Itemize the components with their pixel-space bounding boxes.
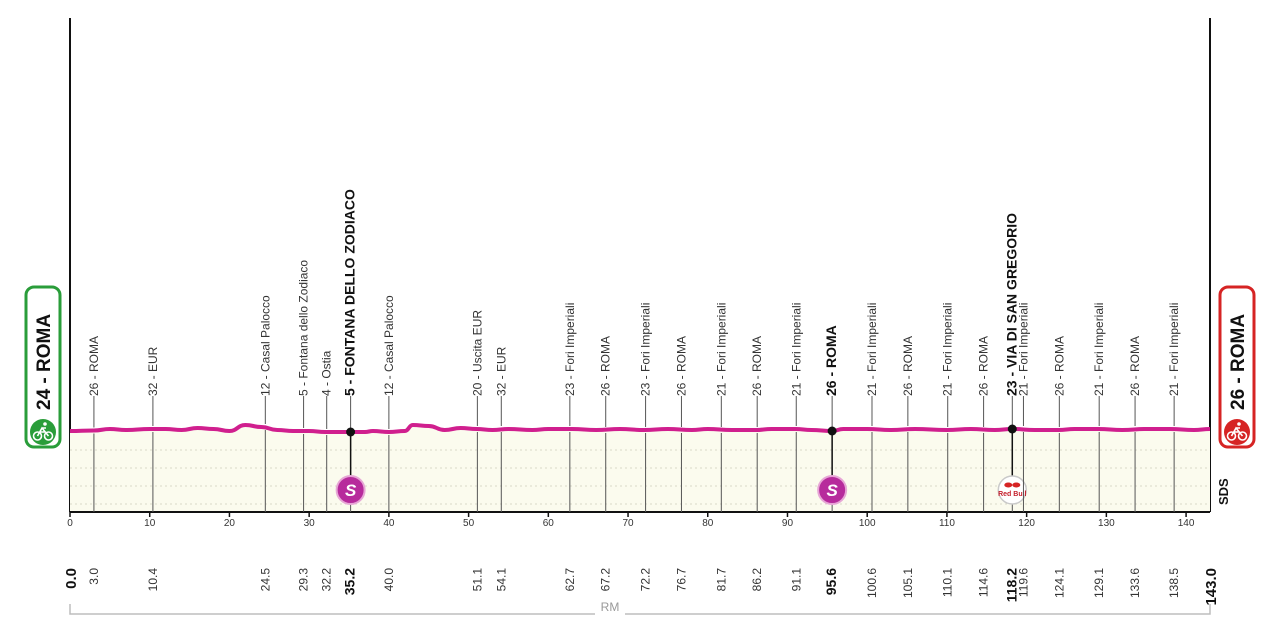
- waypoint-km-label: 35.2: [342, 568, 358, 595]
- waypoint-km-label: 110.1: [941, 568, 955, 597]
- start-km-label: 0.0: [63, 568, 80, 589]
- waypoint-km-label: 40.0: [382, 568, 396, 592]
- waypoint-km-label: 105.1: [901, 568, 915, 598]
- axis-tick-label: 140: [1178, 518, 1195, 529]
- waypoint-km-label: 95.6: [823, 568, 839, 595]
- waypoint-name-label: 5 - Fontana dello Zodiaco: [297, 260, 311, 396]
- waypoint-name-label: 4 - Ostia: [320, 350, 334, 396]
- waypoint-km-label: 67.2: [599, 568, 613, 592]
- axis-ticks: 0 10 20 30 40 50 60 70 80 90 100 110 120 130 140: [67, 512, 1195, 529]
- axis-tick-label: 80: [702, 518, 714, 529]
- redbull-bull-right-icon: [1012, 482, 1021, 488]
- waypoint-km-label: 51.1: [470, 568, 484, 592]
- waypoint-km-label: 133.6: [1128, 568, 1142, 598]
- axis-tick-label: 10: [144, 518, 156, 529]
- waypoint-km-label: 24.5: [258, 568, 272, 592]
- waypoint-marker-dot: [1007, 424, 1017, 434]
- waypoint-km-label: 62.7: [563, 568, 577, 592]
- waypoint-name-label: 12 - Casal Palocco: [258, 295, 272, 396]
- axis-tick-label: 100: [859, 518, 876, 529]
- finish-badge: 26 - ROMA: [1218, 285, 1256, 449]
- waypoint-marker-dot: [827, 426, 837, 436]
- waypoint-name-label: 23 - Fori Imperiali: [563, 303, 577, 396]
- profile-line: [69, 423, 1211, 434]
- sprint-badge-icon: [817, 475, 848, 505]
- waypoint-km-label: 81.7: [714, 568, 728, 592]
- axis-tick-label: 20: [224, 518, 236, 529]
- waypoint-km-label: 54.1: [494, 568, 508, 592]
- waypoint-name-label: 21 - Fori Imperiali: [1016, 303, 1030, 396]
- range-bracket: RM: [69, 598, 1211, 616]
- waypoint-km-label: 100.6: [865, 568, 879, 598]
- axis-tick-label: 0: [67, 518, 73, 529]
- waypoint-name-label: 12 - Casal Palocco: [382, 295, 396, 396]
- waypoint-km-label: 124.1: [1052, 568, 1066, 598]
- waypoint-km-label: 91.1: [789, 568, 803, 592]
- axis-tick-label: 120: [1018, 518, 1035, 529]
- waypoint-name-label: 21 - Fori Imperiali: [865, 303, 879, 396]
- redbull-badge-label: Red Bull: [998, 491, 1026, 498]
- waypoint-name-label: 32 - EUR: [494, 346, 508, 396]
- redbull-badge-icon: [997, 475, 1028, 505]
- waypoint-name-label: 26 - ROMA: [977, 336, 991, 396]
- start-badge: 24 - ROMA: [24, 285, 62, 449]
- waypoint-name-label: 21 - Fori Imperiali: [714, 303, 728, 396]
- waypoint-name-label: 23 - Fori Imperiali: [639, 303, 653, 396]
- start-label: 24 - ROMA: [34, 314, 55, 410]
- axis-tick-label: 70: [622, 518, 634, 529]
- axis-tick-label: 30: [304, 518, 316, 529]
- waypoint-name-label: 21 - Fori Imperiali: [789, 303, 803, 396]
- waypoint-name-label: 26 - ROMA: [823, 325, 839, 396]
- finish-km-label: 143.0: [1203, 568, 1220, 606]
- waypoint-km-label: 138.5: [1167, 568, 1181, 598]
- waypoints: 3.0 26 - ROMA 10.4 32 - EUR 24.5 12 - Casal P…: [87, 189, 1181, 602]
- waypoint-km-label: 118.2: [1003, 568, 1019, 602]
- waypoint-name-label: 21 - Fori Imperiali: [1167, 303, 1181, 396]
- waypoint-km-label: 76.7: [674, 568, 688, 592]
- brand-mark: SDS: [1216, 478, 1231, 505]
- waypoint-name-label: 5 - FONTANA DELLO ZODIACO: [342, 189, 358, 396]
- axis-tick-label: 110: [939, 518, 955, 529]
- waypoint-name-label: 26 - ROMA: [674, 336, 688, 396]
- waypoint-km-label: 86.2: [750, 568, 764, 592]
- waypoint-name-label: 26 - ROMA: [1052, 336, 1066, 396]
- waypoint-km-label: 129.1: [1092, 568, 1106, 598]
- axis-tick-label: 60: [543, 518, 555, 529]
- sprint-badge-letter: S: [345, 481, 357, 500]
- waypoint-name-label: 26 - ROMA: [750, 336, 764, 396]
- waypoint-name-label: 21 - Fori Imperiali: [1092, 303, 1106, 396]
- start-cyclist-icon: [30, 419, 56, 445]
- waypoint-km-label: 10.4: [146, 568, 160, 592]
- axis-tick-label: 90: [782, 518, 794, 529]
- range-label: RM: [601, 600, 620, 614]
- sprint-badge-letter: S: [826, 481, 838, 500]
- waypoint-name-label: 23 - VIA DI SAN GREGORIO: [1003, 213, 1019, 396]
- sprint-badge-icon: [335, 475, 366, 505]
- axis-tick-label: 130: [1098, 518, 1115, 529]
- waypoint-name-label: 26 - ROMA: [599, 336, 613, 396]
- waypoint-name-label: 26 - ROMA: [1128, 336, 1142, 396]
- waypoint-name-label: 26 - ROMA: [87, 336, 101, 396]
- waypoint-km-label: 114.6: [977, 568, 991, 597]
- waypoint-km-label: 72.2: [639, 568, 653, 592]
- finish-cyclist-icon: [1224, 419, 1250, 445]
- waypoint-marker-dot: [346, 427, 356, 437]
- waypoint-km-label: 119.6: [1016, 568, 1030, 597]
- redbull-bull-left-icon: [1004, 482, 1013, 488]
- finish-label: 26 - ROMA: [1228, 314, 1249, 410]
- axis-tick-label: 40: [383, 518, 395, 529]
- waypoint-name-label: 20 - Uscita EUR: [470, 310, 484, 396]
- waypoint-km-label: 32.2: [320, 568, 334, 592]
- waypoint-km-label: 29.3: [297, 568, 311, 592]
- waypoint-km-label: 3.0: [87, 568, 101, 585]
- waypoint-name-label: 26 - ROMA: [901, 336, 915, 396]
- waypoint-name-label: 21 - Fori Imperiali: [941, 303, 955, 396]
- axis-tick-label: 50: [463, 518, 475, 529]
- waypoint-name-label: 32 - EUR: [146, 346, 160, 396]
